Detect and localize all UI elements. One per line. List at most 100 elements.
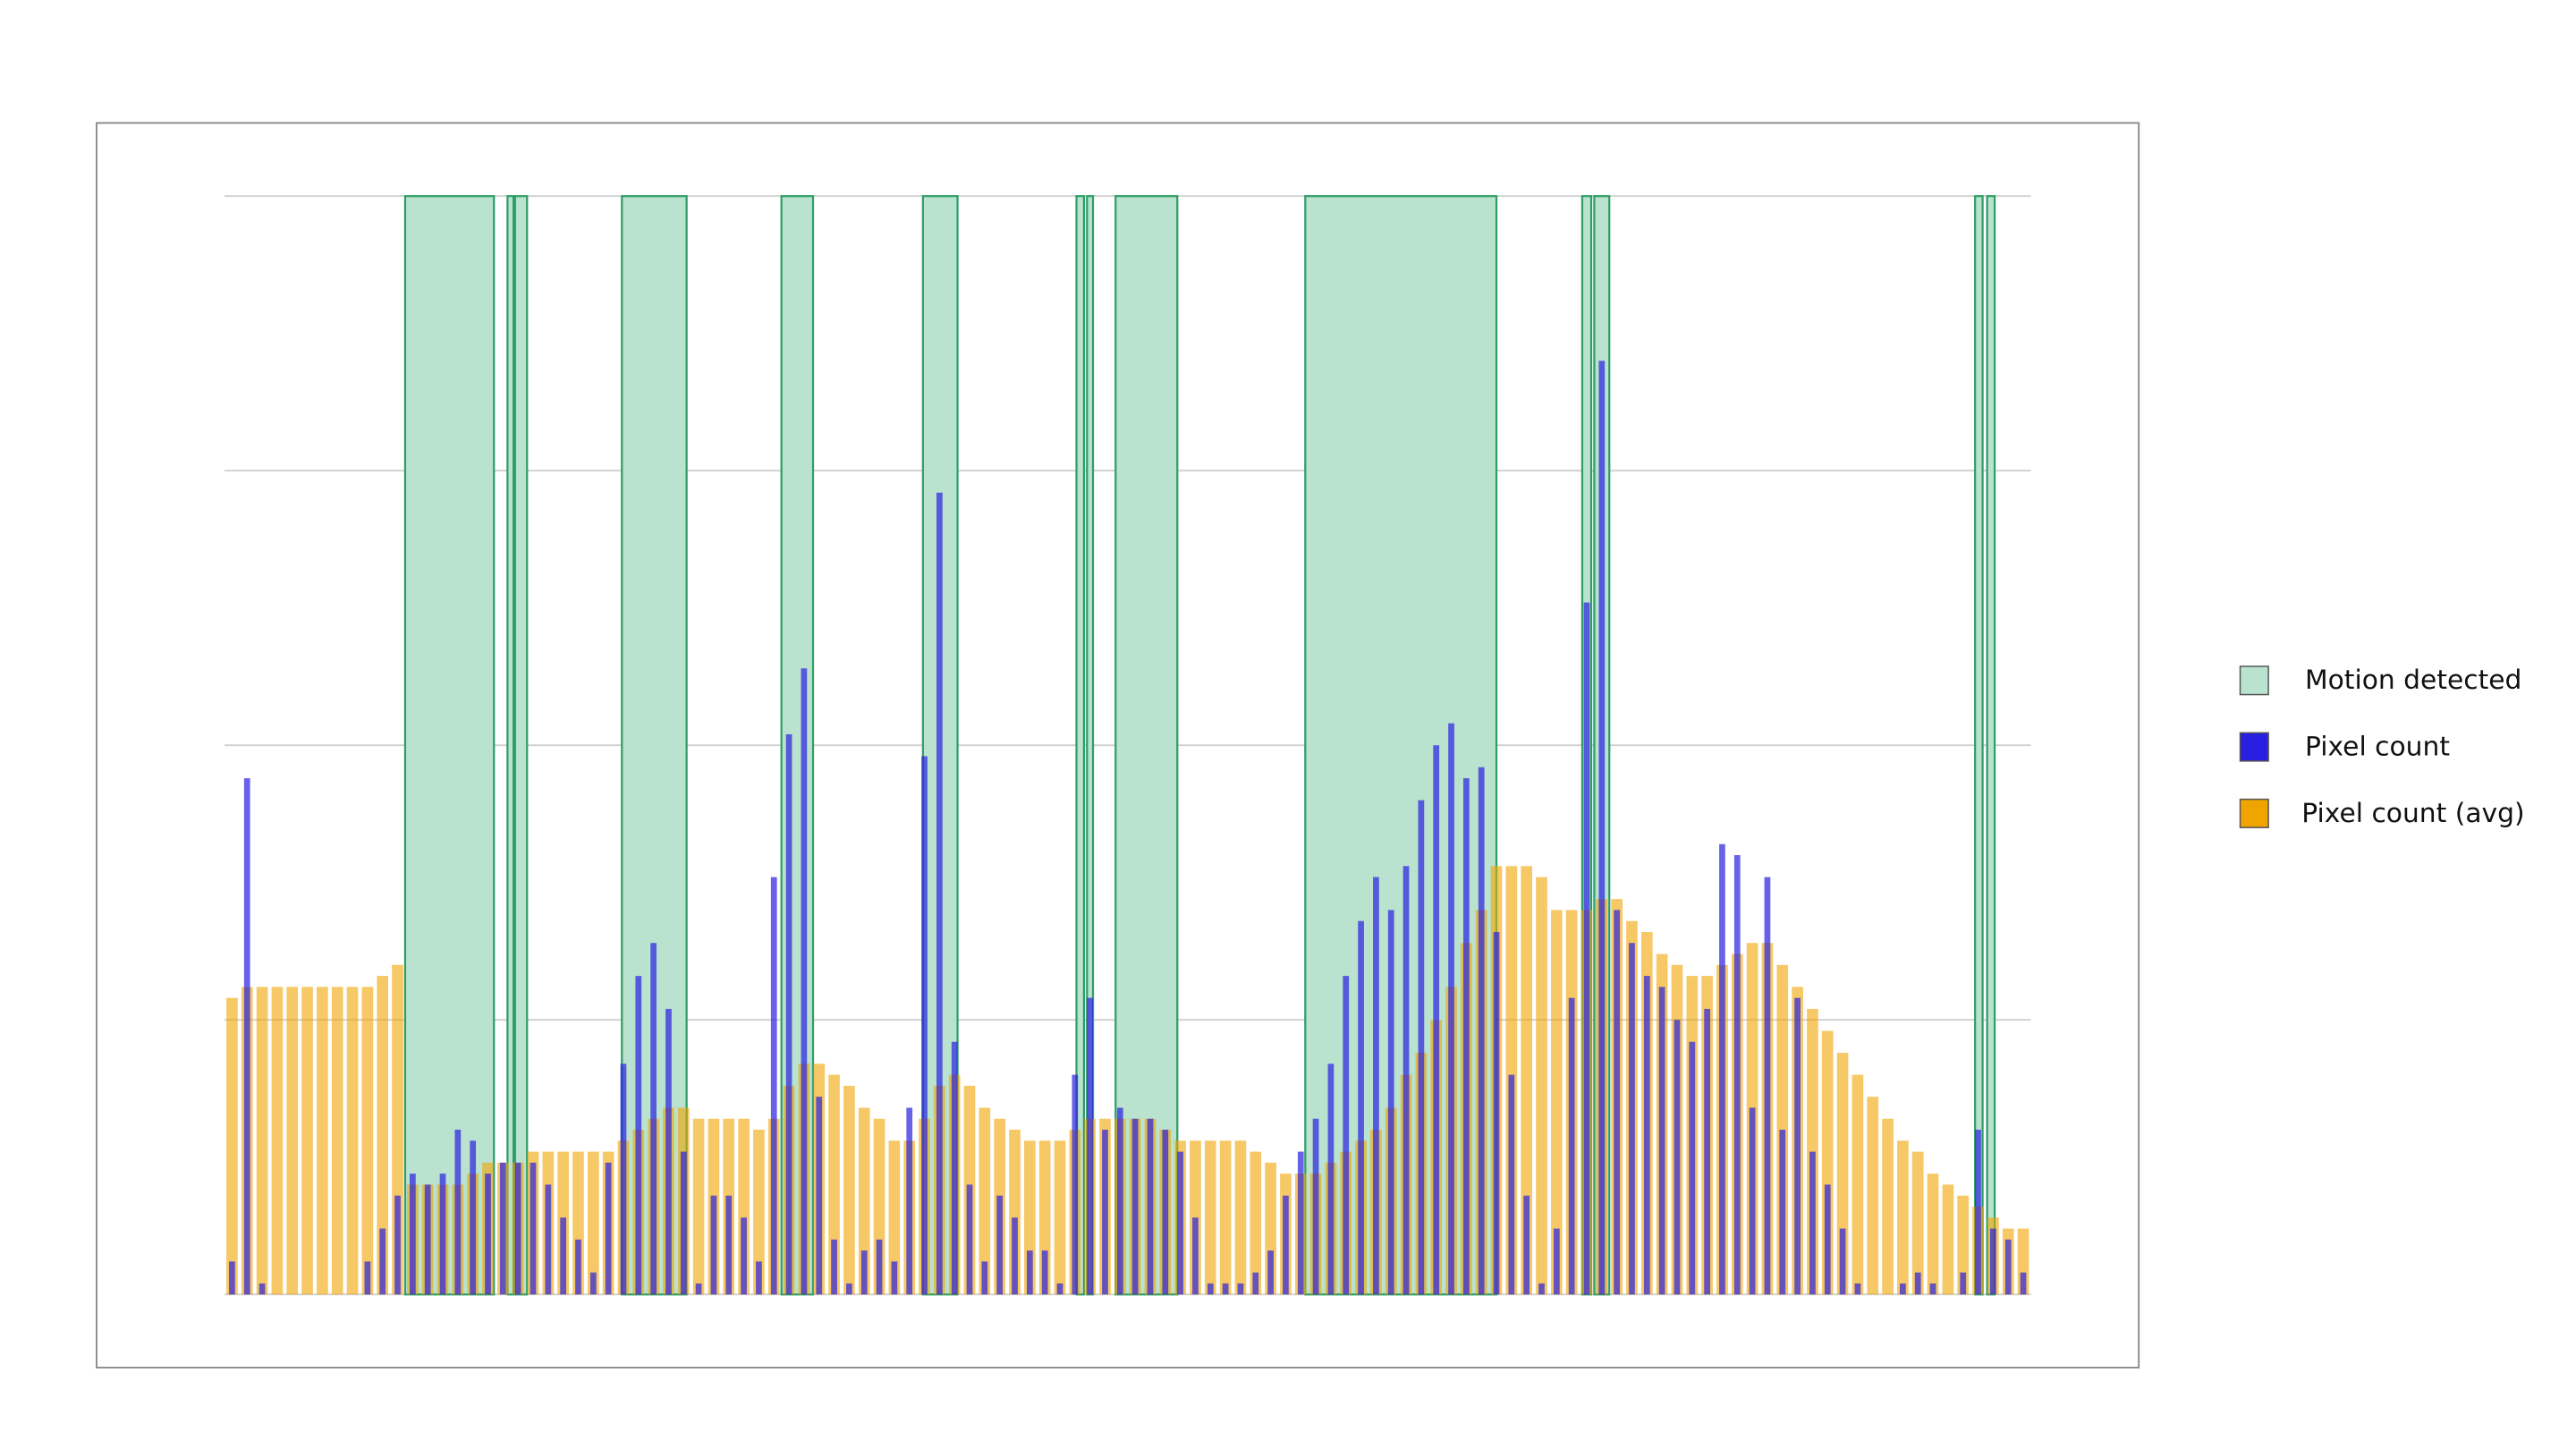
motion-interval	[506, 195, 515, 1296]
pixel-avg-bar	[377, 976, 389, 1295]
pixel-count-bar	[1402, 866, 1410, 1295]
pixel-count-bar	[424, 1184, 431, 1295]
pixel-count-bar	[1719, 843, 1725, 1295]
pixel-count-bar	[816, 1097, 823, 1295]
pixel-count-bar	[1809, 1151, 1816, 1295]
pixel-count-bar	[1523, 1195, 1530, 1295]
legend-label: Pixel count	[2305, 732, 2450, 763]
pixel-count-bar	[665, 1008, 672, 1295]
pixel-count-bar	[2004, 1239, 2012, 1295]
pixel-count-bar	[560, 1217, 567, 1295]
legend-swatch	[2239, 798, 2269, 828]
pixel-avg-bar	[317, 987, 328, 1295]
pixel-avg-bar	[1927, 1174, 1939, 1295]
pixel-count-bar	[470, 1140, 477, 1295]
pixel-count-bar	[1327, 1063, 1335, 1295]
pixel-avg-bar	[226, 997, 238, 1295]
pixel-avg-bar	[753, 1130, 765, 1295]
pixel-count-bar	[1387, 910, 1394, 1295]
pixel-avg-bar	[1957, 1195, 1970, 1295]
pixel-count-bar	[1583, 602, 1590, 1295]
pixel-count-bar	[1989, 1228, 1996, 1295]
pixel-count-bar	[936, 492, 943, 1295]
pixel-count-bar	[1643, 976, 1650, 1295]
pixel-avg-bar	[587, 1151, 599, 1295]
pixel-count-bar	[1960, 1272, 1967, 1295]
pixel-count-bar	[1900, 1283, 1906, 1295]
pixel-avg-bar	[858, 1107, 870, 1295]
pixel-count-bar	[1267, 1250, 1274, 1295]
pixel-count-bar	[439, 1174, 446, 1295]
motion-interval	[403, 195, 496, 1296]
pixel-count-bar	[1568, 997, 1575, 1295]
pixel-count-bar	[635, 976, 642, 1295]
pixel-avg-bar	[1521, 866, 1532, 1295]
pixel-count-bar	[1237, 1283, 1244, 1295]
pixel-count-bar	[545, 1184, 552, 1295]
pixel-count-bar	[1343, 976, 1350, 1295]
pixel-count-bar	[906, 1107, 913, 1295]
pixel-avg-bar	[1911, 1151, 1924, 1295]
pixel-count-bar	[364, 1261, 371, 1295]
pixel-count-bar	[1975, 1130, 1981, 1295]
pixel-count-bar	[1764, 877, 1771, 1295]
pixel-count-bar	[1192, 1217, 1199, 1295]
pixel-count-bar	[1538, 1283, 1545, 1295]
pixel-count-bar	[1418, 800, 1425, 1295]
pixel-count-bar	[2020, 1272, 2027, 1295]
pixel-count-bar	[966, 1184, 973, 1295]
pixel-avg-bar	[888, 1140, 901, 1295]
pixel-count-bar	[650, 943, 657, 1295]
pixel-count-bar	[1358, 920, 1364, 1295]
pixel-count-bar	[1012, 1217, 1018, 1295]
pixel-count-bar	[514, 1162, 521, 1295]
pixel-count-bar	[1072, 1074, 1079, 1295]
pixel-count-bar	[1026, 1250, 1033, 1295]
pixel-count-bar	[1056, 1283, 1063, 1295]
pixel-avg-bar	[1852, 1074, 1864, 1295]
pixel-avg-bar	[1204, 1140, 1216, 1295]
pixel-avg-bar	[1867, 1097, 1879, 1295]
pixel-count-bar	[756, 1261, 762, 1295]
legend-label: Motion detected	[2305, 665, 2521, 696]
pixel-count-bar	[1749, 1107, 1756, 1295]
pixel-count-bar	[1689, 1041, 1696, 1295]
pixel-count-bar	[1929, 1283, 1936, 1295]
pixel-avg-bar	[979, 1107, 991, 1295]
motion-interval	[1986, 195, 1996, 1296]
pixel-count-bar	[1448, 723, 1454, 1295]
pixel-avg-bar	[301, 987, 313, 1295]
pixel-count-bar	[1614, 910, 1621, 1295]
pixel-count-bar	[243, 778, 250, 1295]
pixel-count-bar	[1704, 1008, 1710, 1295]
pixel-count-bar	[981, 1261, 988, 1295]
pixel-count-bar	[258, 1283, 266, 1295]
pixel-count-bar	[379, 1228, 386, 1295]
pixel-count-bar	[1162, 1130, 1169, 1295]
pixel-count-bar	[1102, 1130, 1108, 1295]
pixel-count-bar	[770, 877, 777, 1295]
pixel-avg-bar	[1234, 1140, 1247, 1295]
pixel-count-bar	[921, 756, 928, 1295]
legend: Motion detected Pixel count Pixel count (a…	[2239, 665, 2525, 829]
pixel-avg-bar	[1250, 1151, 1262, 1295]
pixel-count-bar	[1116, 1107, 1123, 1295]
pixel-count-bar	[860, 1250, 868, 1295]
pixel-count-bar	[1222, 1283, 1229, 1295]
pixel-count-bar	[951, 1041, 958, 1295]
pixel-count-bar	[741, 1217, 747, 1295]
pixel-count-bar	[1839, 1228, 1846, 1295]
pixel-count-bar	[605, 1162, 612, 1295]
pixel-count-bar	[575, 1239, 581, 1295]
pixel-count-bar	[1252, 1272, 1259, 1295]
pixel-count-bar	[801, 668, 808, 1295]
pixel-avg-bar	[361, 987, 374, 1295]
pixel-count-bar	[1478, 767, 1485, 1295]
pixel-count-bar	[1147, 1118, 1154, 1295]
motion-interval	[513, 195, 529, 1296]
legend-swatch	[2239, 732, 2269, 762]
pixel-count-bar	[1131, 1118, 1139, 1295]
pixel-avg-bar	[286, 987, 299, 1295]
pixel-avg-bar	[828, 1074, 840, 1295]
